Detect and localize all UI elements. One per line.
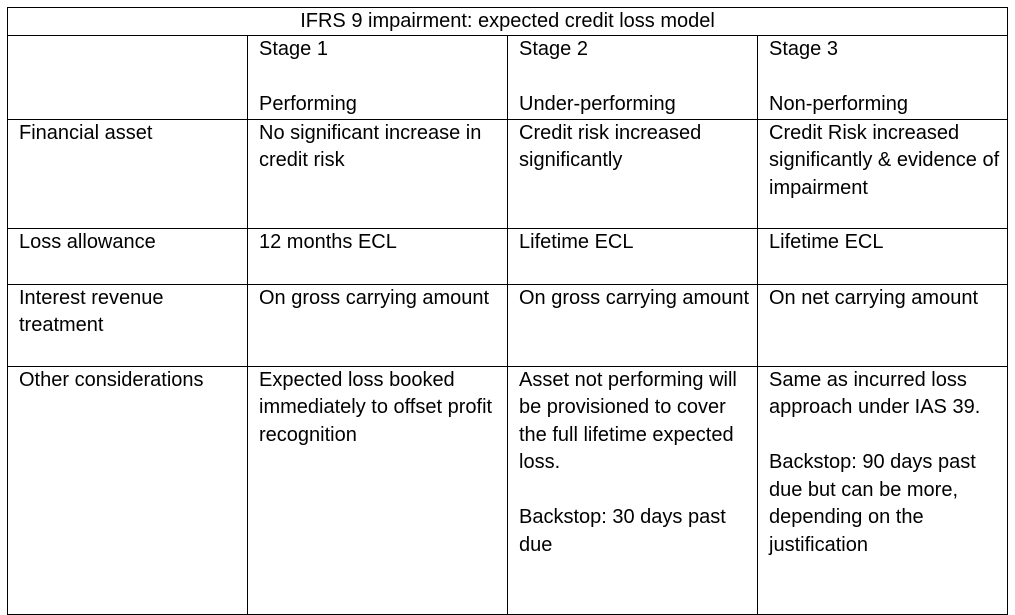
cell-text: Stage 3 bbox=[769, 38, 838, 60]
body-row: Loss allowance 12 months ECL Lifetime ECL L… bbox=[7, 227, 1009, 285]
cell: Other considerations bbox=[7, 365, 248, 615]
cell: 12 months ECL bbox=[247, 227, 508, 285]
cell: Credit risk increased significantly bbox=[507, 118, 758, 229]
cell-text: Asset not performing will be provisioned… bbox=[519, 368, 737, 474]
cell-text: Credit Risk increased significantly & ev… bbox=[769, 121, 1000, 199]
cell-text: Backstop: 90 days past due but can be mo… bbox=[769, 451, 976, 556]
cell-text: 12 months ECL bbox=[259, 230, 397, 253]
cell-text: Non-performing bbox=[769, 93, 908, 115]
body-row: Financial asset No significant increase i… bbox=[7, 118, 1009, 229]
cell: Stage 3 Non-performing bbox=[756, 35, 1009, 120]
cell: Lifetime ECL bbox=[507, 227, 758, 285]
cell-text: Lifetime ECL bbox=[769, 230, 884, 253]
cell-text: Same as incurred loss approach under IAS… bbox=[769, 368, 981, 419]
cell: No significant increase in credit risk bbox=[247, 118, 508, 229]
cell-text: Stage 2 bbox=[519, 38, 588, 60]
cell-text: On net carrying amount bbox=[769, 286, 978, 309]
cell-text: Performing bbox=[259, 93, 357, 115]
cell: On gross carrying amount bbox=[507, 283, 758, 367]
body-row: Interest revenue treatment On gross carry… bbox=[7, 283, 1009, 367]
table-body: IFRS 9 impairment: expected credit loss … bbox=[6, 7, 1009, 615]
ecl-table: IFRS 9 impairment: expected credit loss … bbox=[6, 7, 1009, 615]
cell-text: Expected loss booked immediately to offs… bbox=[259, 368, 493, 446]
body-row: Other considerations Expected loss booked… bbox=[7, 365, 1009, 615]
cell: Stage 1 Performing bbox=[247, 35, 508, 120]
cell-text: Stage 1 bbox=[259, 38, 328, 60]
title-row: IFRS 9 impairment: expected credit loss … bbox=[6, 7, 1009, 36]
cell: Asset not performing will be provisioned… bbox=[507, 365, 758, 615]
cell: Expected loss booked immediately to offs… bbox=[247, 365, 508, 615]
cell-text: Credit risk increased significantly bbox=[519, 121, 702, 172]
cell bbox=[7, 35, 248, 120]
cell: Stage 2 Under-performing bbox=[507, 35, 758, 120]
cell-text: Financial asset bbox=[19, 121, 153, 144]
cell: Financial asset bbox=[7, 118, 248, 229]
cell: On net carrying amount bbox=[756, 283, 1009, 367]
cell-text: Other considerations bbox=[19, 368, 204, 391]
cell-text: On gross carrying amount bbox=[259, 286, 490, 309]
cell-text: Backstop: 30 days past due bbox=[519, 506, 726, 556]
cell-text: Loss allowance bbox=[19, 230, 156, 253]
cell-text: Under-performing bbox=[519, 93, 676, 115]
header-row: Stage 1 Performing Stage 2 Under-performing… bbox=[7, 35, 1009, 120]
cell: Lifetime ECL bbox=[756, 227, 1009, 285]
cell-text: Lifetime ECL bbox=[519, 230, 634, 253]
cell: Same as incurred loss approach under IAS… bbox=[756, 365, 1009, 615]
cell-text: On gross carrying amount bbox=[519, 286, 750, 309]
cell: On gross carrying amount bbox=[247, 283, 508, 367]
page: IFRS 9 impairment: expected credit loss … bbox=[6, 7, 1009, 615]
cell-text: Interest revenue treatment bbox=[19, 286, 164, 337]
cell: Credit Risk increased significantly & ev… bbox=[756, 118, 1009, 229]
cell: Interest revenue treatment bbox=[7, 283, 248, 367]
table-title: IFRS 9 impairment: expected credit loss … bbox=[6, 7, 1009, 36]
cell: Loss allowance bbox=[7, 227, 248, 285]
cell-text: No significant increase in credit risk bbox=[259, 121, 482, 172]
